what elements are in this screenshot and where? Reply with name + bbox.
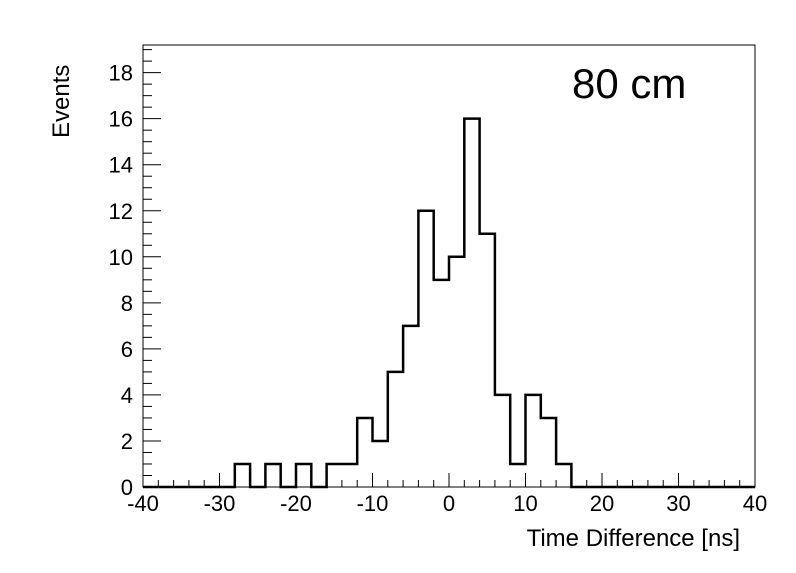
- x-tick-label: -20: [280, 491, 312, 516]
- y-axis-title: Events: [48, 65, 75, 138]
- x-tick-label: 30: [666, 491, 690, 516]
- y-tick-label: 16: [109, 107, 133, 132]
- y-tick-label: 2: [121, 429, 133, 454]
- x-tick-label: -30: [204, 491, 236, 516]
- y-tick-label: 10: [109, 245, 133, 270]
- x-tick-label: 10: [513, 491, 537, 516]
- y-tick-label: 6: [121, 337, 133, 362]
- x-tick-labels: -40 -30 -20 -10 0 10 20 30 40: [127, 491, 767, 516]
- y-tick-label: 18: [109, 61, 133, 86]
- x-tick-label: 40: [743, 491, 767, 516]
- y-tick-label: 4: [121, 383, 133, 408]
- chart-annotation: 80 cm: [572, 60, 686, 107]
- x-axis-title: Time Difference [ns]: [527, 525, 740, 552]
- histogram-outline: [143, 117, 755, 489]
- y-tick-labels: 0 2 4 6 8 10 12 14 16 18: [109, 61, 133, 500]
- y-tick-label: 8: [121, 291, 133, 316]
- x-tick-label: 0: [443, 491, 455, 516]
- x-tick-label: -10: [357, 491, 389, 516]
- x-tick-label: -40: [127, 491, 159, 516]
- x-tick-label: 20: [590, 491, 614, 516]
- y-tick-label: 14: [109, 153, 133, 178]
- y-tick-label: 0: [121, 475, 133, 500]
- y-tick-label: 12: [109, 199, 133, 224]
